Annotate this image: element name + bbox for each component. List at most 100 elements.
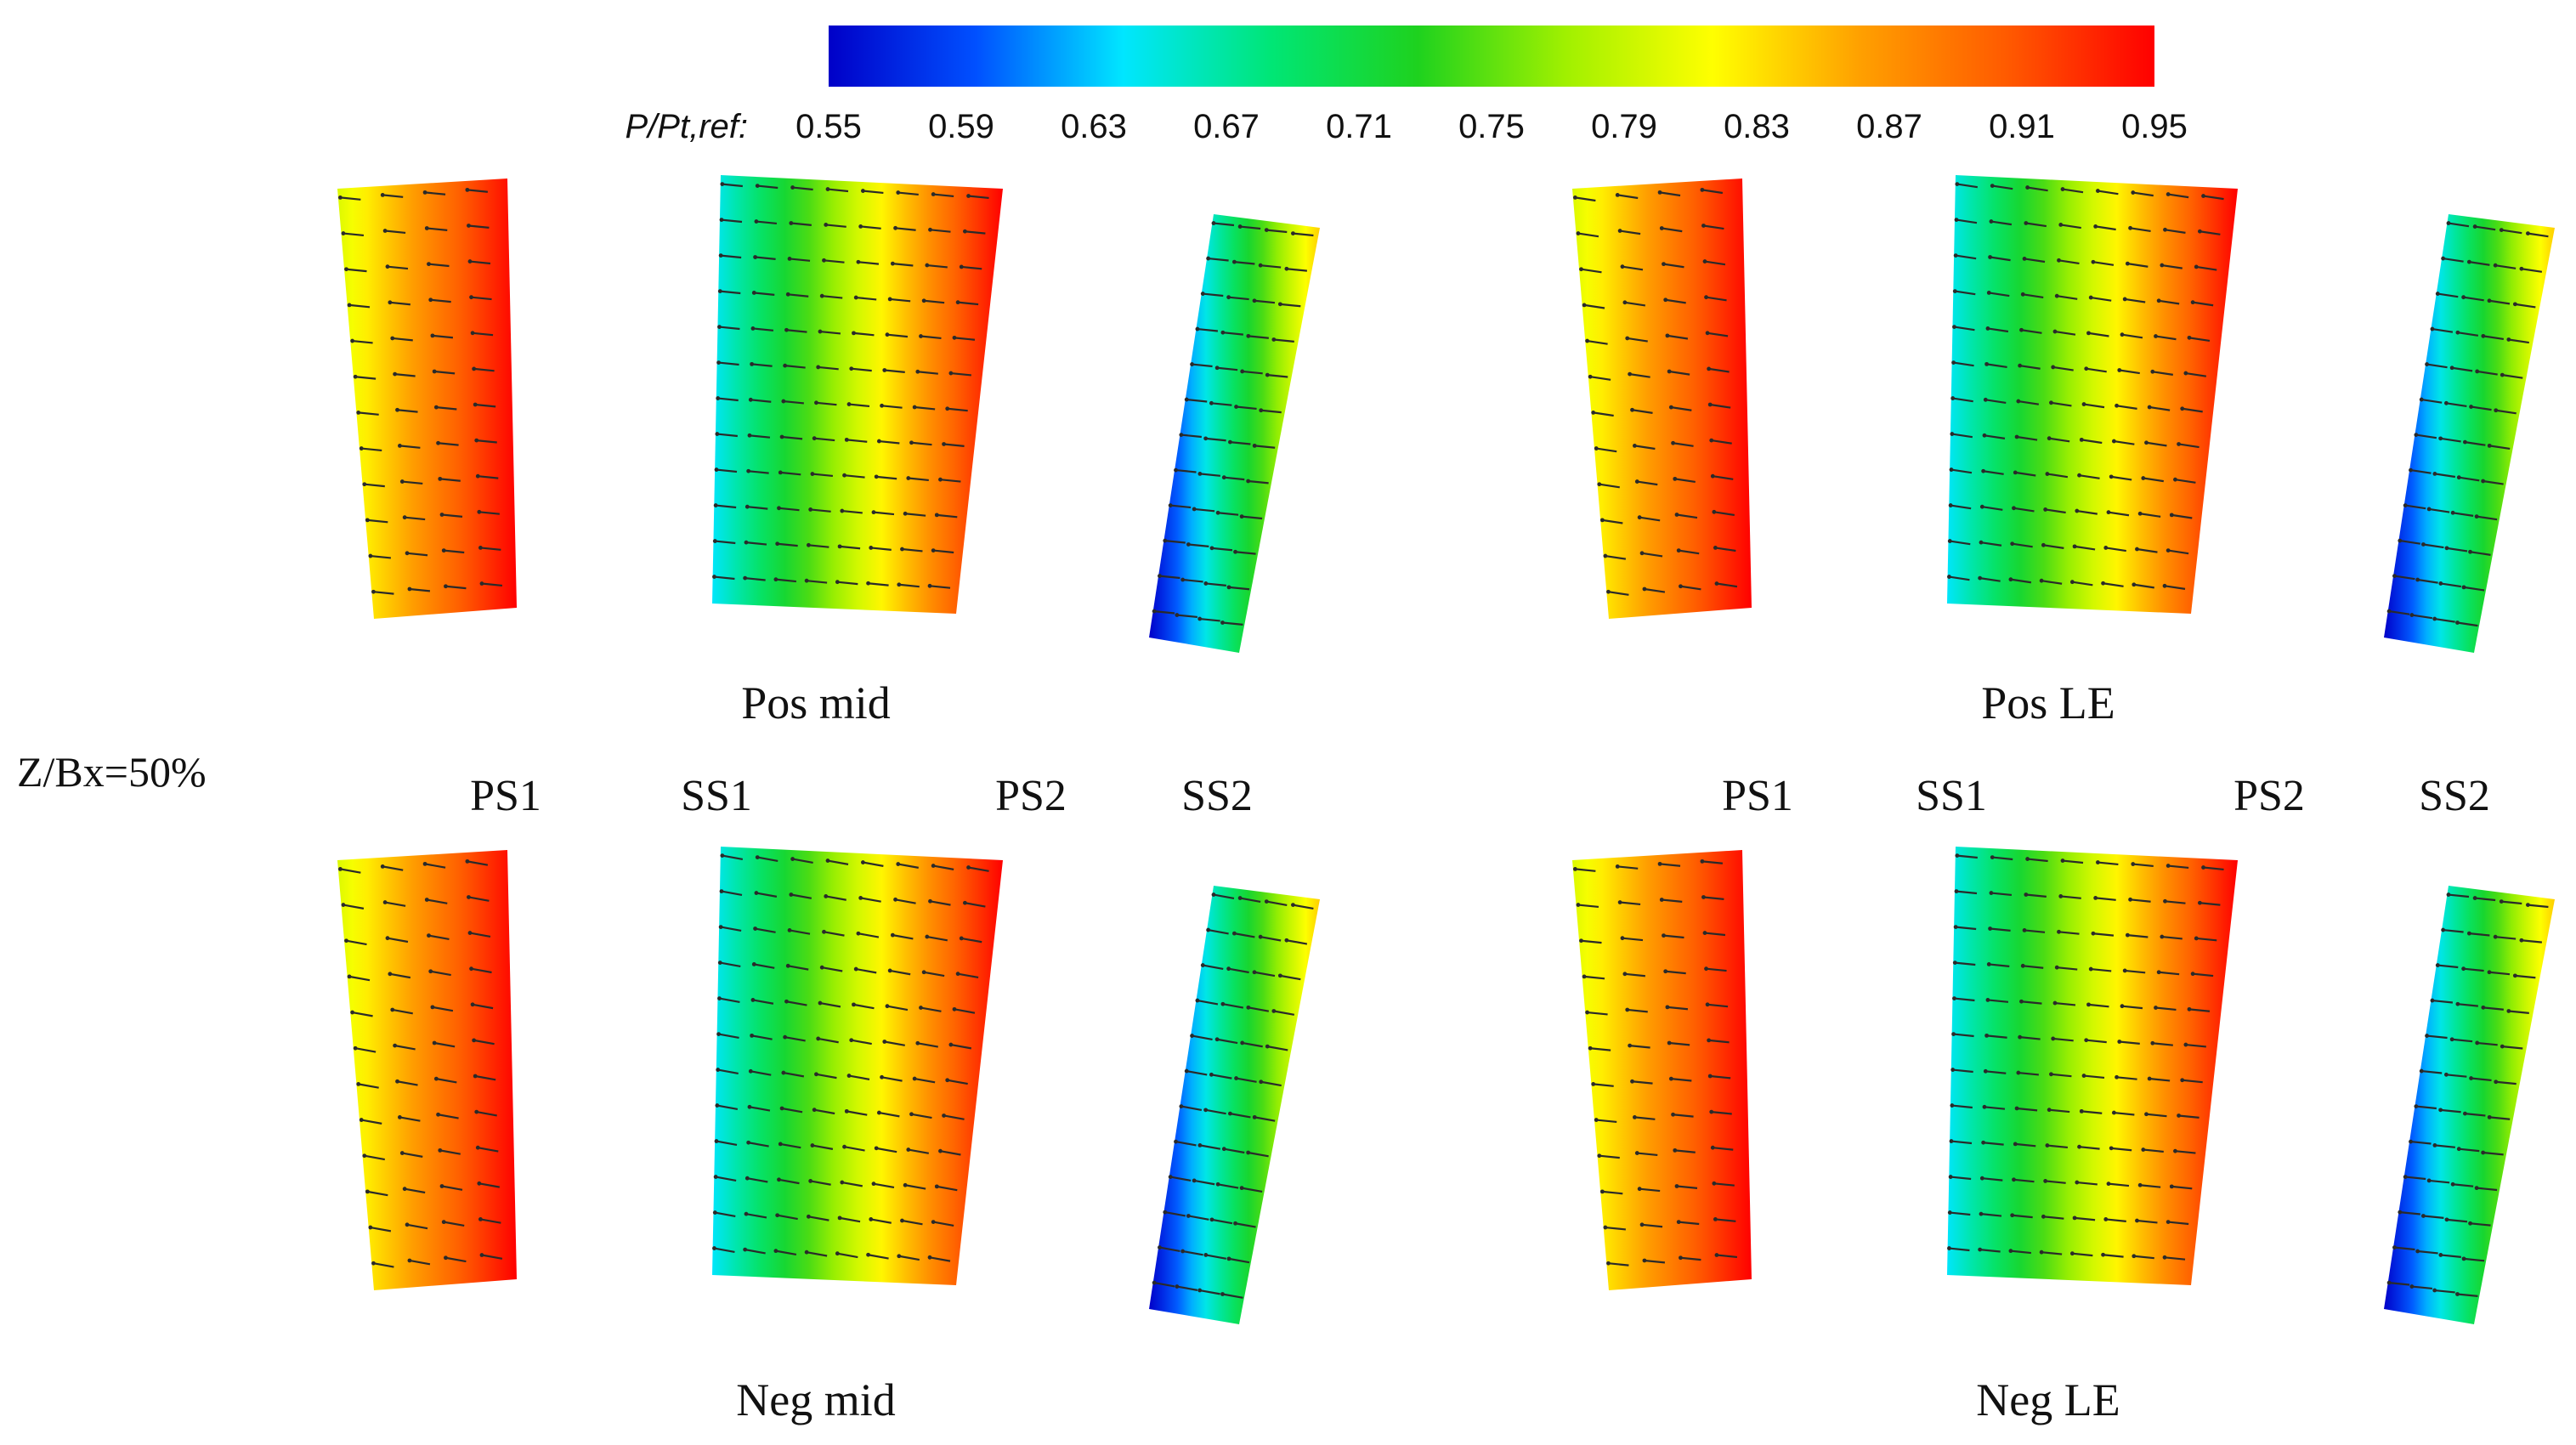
velocity-vector-head: [1594, 446, 1599, 450]
velocity-vector-head: [2060, 858, 2065, 863]
velocity-vector-head: [2088, 295, 2093, 300]
velocity-vector: [1953, 1033, 1974, 1038]
velocity-vector-head: [2079, 437, 2084, 442]
velocity-vector-head: [871, 1182, 876, 1187]
velocity-vector: [714, 1247, 735, 1253]
velocity-vector: [930, 229, 951, 233]
velocity-vector: [473, 1039, 495, 1046]
velocity-vector: [1248, 1006, 1270, 1012]
velocity-vector: [1949, 1247, 1970, 1252]
velocity-vector: [1180, 434, 1202, 439]
velocity-vector: [1715, 547, 1736, 552]
velocity-vector-head: [2008, 1249, 2013, 1254]
velocity-vector: [2421, 398, 2443, 404]
velocity-vector: [2140, 1184, 2161, 1188]
velocity-vector-head: [2014, 1106, 2019, 1111]
velocity-vector: [2203, 866, 2224, 871]
velocity-vector: [471, 296, 492, 301]
velocity-vector-head: [1180, 577, 1186, 582]
velocity-vector: [1667, 1006, 1689, 1011]
velocity-vector-head: [2103, 1217, 2109, 1221]
velocity-vector-head: [2128, 897, 2132, 902]
velocity-vector: [1619, 230, 1641, 235]
velocity-vector-head: [1233, 1221, 1237, 1226]
velocity-vector-head: [716, 396, 721, 400]
velocity-vector: [1673, 1114, 1694, 1118]
velocity-vector-head: [2051, 365, 2056, 370]
velocity-vector-head: [2443, 1072, 2449, 1077]
velocity-vector-head: [2024, 892, 2029, 897]
velocity-vector: [1577, 904, 1599, 909]
velocity-vector: [2127, 934, 2149, 938]
velocity-vector-head: [1252, 443, 1257, 448]
velocity-vector: [2469, 261, 2490, 266]
velocity-vector-head: [2519, 938, 2524, 943]
velocity-vector: [881, 405, 903, 409]
velocity-vector-head: [1576, 231, 1581, 235]
velocity-vector: [1222, 621, 1243, 626]
velocity-vector-head: [1174, 1139, 1178, 1144]
velocity-vector: [1234, 932, 1255, 938]
velocity-vector-head: [1714, 581, 1719, 586]
velocity-vector-head: [717, 289, 722, 293]
velocity-vector: [2161, 935, 2183, 940]
velocity-vector: [1587, 1011, 1608, 1016]
velocity-vector: [1205, 1108, 1226, 1115]
velocity-vector-head: [2472, 896, 2477, 900]
velocity-vector-head: [931, 192, 936, 196]
velocity-vector-head: [896, 190, 901, 195]
velocity-vector: [409, 587, 431, 592]
velocity-vector-head: [819, 965, 824, 970]
velocity-vector-head: [1674, 513, 1679, 517]
velocity-vector-head: [472, 366, 477, 371]
velocity-vector-head: [1179, 433, 1184, 437]
velocity-vector: [2488, 299, 2511, 305]
velocity-vector: [1241, 515, 1263, 520]
velocity-vector-head: [2156, 298, 2161, 303]
velocity-vector: [1577, 232, 1599, 238]
velocity-vector: [1949, 575, 1970, 581]
velocity-vector-head: [2025, 185, 2030, 190]
velocity-vector-head: [1203, 436, 1209, 441]
velocity-vector: [781, 1107, 803, 1114]
velocity-vector-head: [2461, 295, 2466, 300]
velocity-vector: [1205, 1254, 1227, 1260]
velocity-vector-head: [852, 1002, 856, 1007]
velocity-vector: [757, 184, 778, 190]
velocity-vector-head: [787, 257, 792, 261]
velocity-vector-head: [2183, 1042, 2188, 1047]
velocity-vector: [481, 582, 503, 587]
velocity-vector: [2470, 1222, 2491, 1227]
velocity-vector-head: [2386, 609, 2392, 614]
velocity-vector: [468, 896, 490, 902]
velocity-vector: [752, 999, 774, 1005]
velocity-vector-head: [470, 1002, 475, 1007]
velocity-vector: [954, 1008, 976, 1014]
velocity-vector-head: [2463, 1111, 2467, 1116]
vectors-pos-le-ss1-ps2: [1947, 182, 2224, 590]
velocity-vector: [788, 293, 809, 298]
velocity-vector: [2086, 1039, 2107, 1044]
velocity-vector: [1986, 363, 2007, 369]
velocity-vector: [2440, 437, 2461, 443]
velocity-vector-head: [1701, 895, 1706, 899]
velocity-vector: [2440, 1108, 2461, 1114]
velocity-vector-head: [2409, 1284, 2415, 1289]
velocity-vector-head: [2057, 258, 2061, 263]
velocity-vector-head: [1667, 1040, 1672, 1046]
velocity-vector-head: [743, 575, 748, 581]
velocity-vector-head: [1197, 616, 1203, 621]
velocity-vector-head: [1704, 295, 1708, 300]
velocity-vector: [879, 1111, 900, 1118]
velocity-vector: [924, 299, 945, 304]
velocity-vector-head: [900, 1218, 904, 1223]
velocity-vector-head: [1617, 900, 1622, 904]
velocity-vector-head: [438, 476, 443, 481]
velocity-vector-head: [840, 1180, 845, 1185]
velocity-vector-head: [896, 862, 901, 866]
velocity-vector-head: [2101, 581, 2105, 586]
velocity-vector: [751, 363, 773, 367]
velocity-vector-head: [713, 1175, 718, 1179]
velocity-vector: [2476, 515, 2498, 521]
velocity-vector-head: [1668, 1076, 1673, 1081]
